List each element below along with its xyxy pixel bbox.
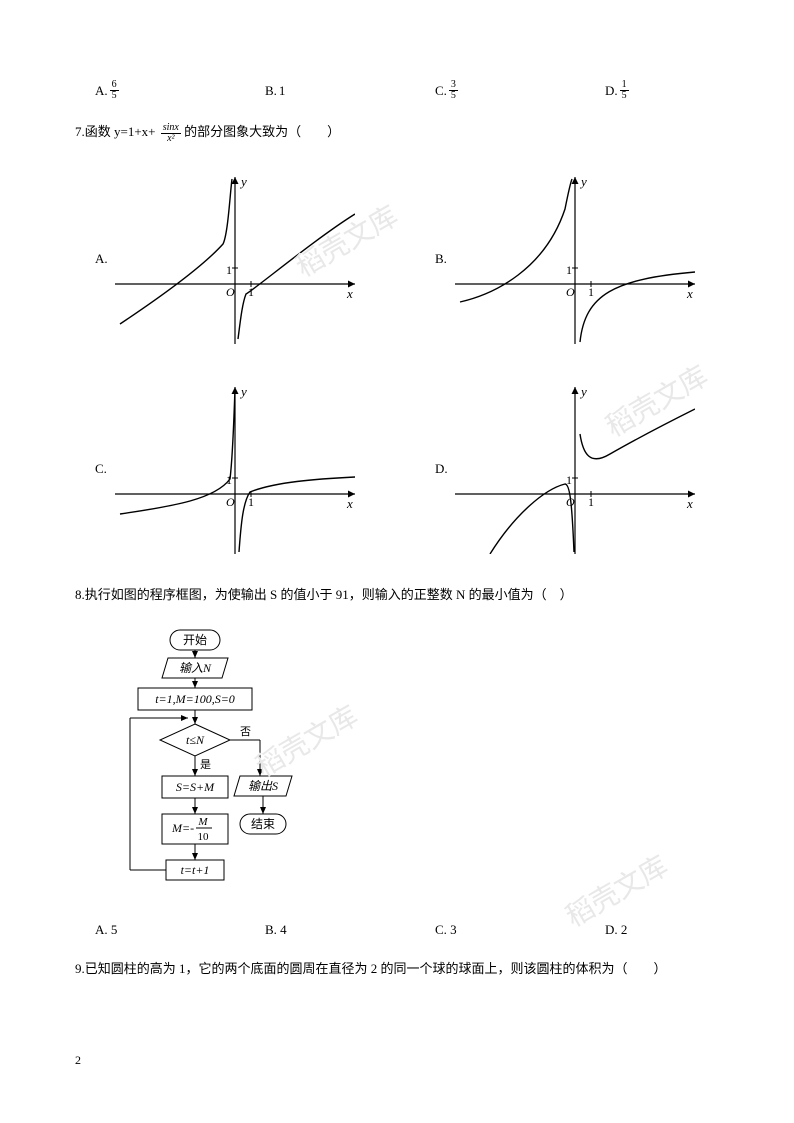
svg-text:t≤N: t≤N [186, 733, 205, 747]
fraction: sinx x² [161, 123, 181, 144]
q7-graph-C: C. O 1 1 x y [95, 374, 395, 564]
svg-text:输出S: 输出S [248, 779, 278, 793]
svg-text:x: x [686, 496, 693, 511]
option-label: C. [435, 83, 447, 99]
graph-svg-A: O 1 1 x y [115, 174, 355, 344]
fraction: 3 5 [449, 80, 458, 101]
q7-graph-D: D. O 1 1 x y [435, 374, 735, 564]
option-value: 1 [279, 83, 286, 99]
flowchart-svg: 开始 输入N t=1,M=100,S=0 t≤N 是 否 S=S+M [100, 628, 320, 908]
fraction: 6 5 [110, 80, 119, 101]
q6-option-C: C. 3 5 [435, 80, 605, 101]
svg-text:y: y [579, 174, 587, 189]
svg-text:y: y [239, 384, 247, 399]
page-number: 2 [75, 1053, 81, 1068]
svg-text:否: 否 [240, 726, 251, 738]
q8-option-A: A. 5 [95, 922, 265, 938]
q7-graphs: A. O 1 1 x y B. O [95, 164, 719, 564]
svg-text:M: M [197, 816, 208, 828]
svg-text:M=-: M=- [171, 821, 194, 835]
svg-text:输入N: 输入N [179, 661, 212, 675]
q9-text: 9.已知圆柱的高为 1，它的两个底面的圆周在直径为 2 的同一个球的球面上，则该… [75, 958, 719, 977]
page-content: A. 6 5 B. 1 C. 3 5 D. 1 5 7.函数 y=1+x+ [0, 0, 794, 1027]
q6-option-B: B. 1 [265, 83, 435, 99]
svg-text:t=1,M=100,S=0: t=1,M=100,S=0 [155, 692, 235, 706]
svg-text:x: x [686, 286, 693, 301]
svg-text:1: 1 [588, 285, 594, 299]
svg-text:是: 是 [200, 758, 211, 771]
svg-text:O: O [226, 285, 235, 299]
fraction: 1 5 [620, 80, 629, 101]
svg-text:O: O [566, 285, 575, 299]
option-label: D. [605, 83, 618, 99]
svg-text:结束: 结束 [251, 817, 275, 831]
option-label: B. [265, 83, 277, 99]
q7-text: 7.函数 y=1+x+ sinx x² 的部分图象大致为（ ） [75, 121, 719, 144]
q6-options-row: A. 6 5 B. 1 C. 3 5 D. 1 5 [75, 80, 719, 101]
svg-text:x: x [346, 496, 353, 511]
svg-text:开始: 开始 [183, 633, 207, 647]
svg-text:x: x [346, 286, 353, 301]
q7-graph-A: A. O 1 1 x y [95, 164, 395, 354]
svg-text:t=t+1: t=t+1 [181, 863, 210, 877]
svg-text:1: 1 [248, 495, 254, 509]
svg-text:1: 1 [566, 263, 572, 277]
q7-graph-B: B. O 1 1 x y [435, 164, 735, 354]
svg-text:1: 1 [588, 495, 594, 509]
graph-svg-C: O 1 1 x y [115, 384, 355, 554]
q8-option-D: D. 2 [605, 922, 627, 938]
q8-text: 8.执行如图的程序框图，为使输出 S 的值小于 91，则输入的正整数 N 的最小… [75, 584, 719, 603]
q8-option-B: B. 4 [265, 922, 435, 938]
q6-option-A: A. 6 5 [95, 80, 265, 101]
q8-option-C: C. 3 [435, 922, 605, 938]
svg-text:y: y [579, 384, 587, 399]
svg-text:1: 1 [226, 263, 232, 277]
svg-text:10: 10 [198, 831, 210, 843]
q6-option-D: D. 1 5 [605, 80, 629, 101]
graph-svg-B: O 1 1 x y [455, 174, 695, 344]
svg-text:O: O [226, 495, 235, 509]
svg-text:S=S+M: S=S+M [176, 780, 215, 794]
graph-svg-D: O 1 1 x y [455, 384, 695, 554]
q8-options-row: A. 5 B. 4 C. 3 D. 2 [75, 922, 719, 938]
q8-flowchart: 开始 输入N t=1,M=100,S=0 t≤N 是 否 S=S+M [100, 628, 719, 912]
option-label: A. [95, 83, 108, 99]
svg-text:y: y [239, 174, 247, 189]
